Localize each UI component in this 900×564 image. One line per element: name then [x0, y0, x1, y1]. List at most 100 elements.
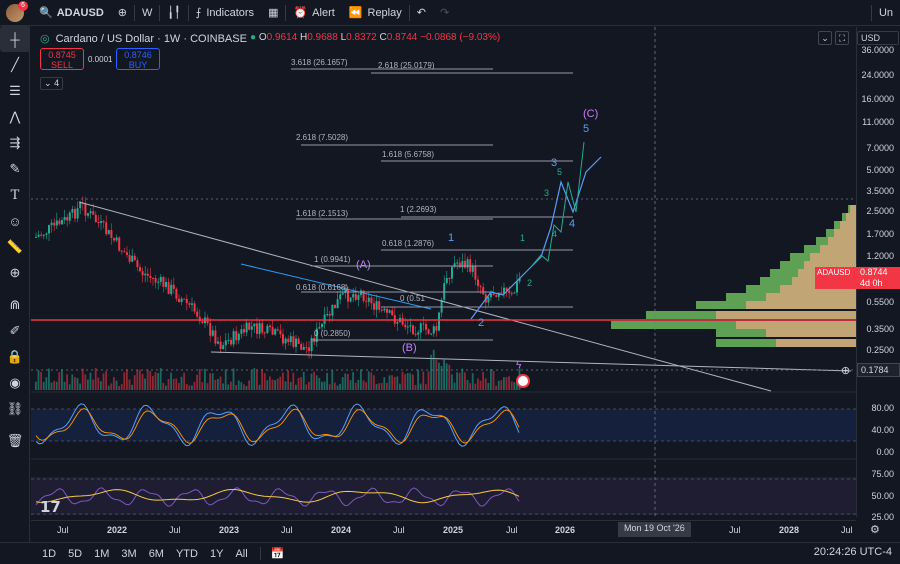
volume-bar: [53, 380, 55, 390]
ruler-tool[interactable]: 📏: [0, 234, 30, 260]
stay-drawing-tool[interactable]: ✐: [0, 318, 30, 344]
volume-bar: [282, 372, 284, 390]
volume-profile-bar: [611, 321, 736, 329]
volume-profile-bar: [804, 245, 856, 253]
clock[interactable]: 20:24:26 UTC-4: [813, 546, 892, 558]
volume-profile-bar: [696, 301, 856, 309]
range-ytd[interactable]: YTD: [175, 547, 198, 560]
brush-icon: ✎: [9, 161, 21, 176]
osc2-tick: 25.00: [871, 512, 894, 522]
text-tool[interactable]: T: [0, 182, 30, 208]
candle-body: [79, 202, 82, 209]
candle-body: [198, 316, 201, 322]
range-1m[interactable]: 1M: [94, 547, 110, 560]
fullscreen-button[interactable]: ⛶: [835, 31, 849, 45]
candle-body: [352, 294, 355, 298]
candle-body: [245, 322, 248, 333]
link-tool[interactable]: ⛓: [0, 396, 30, 422]
search-icon: 🔍: [39, 7, 53, 19]
indicators-collapse-toggle[interactable]: ⌄ 4: [40, 77, 64, 90]
symbol-search[interactable]: 🔍 ADAUSD: [32, 0, 111, 26]
range-5d[interactable]: 5D: [68, 547, 83, 560]
candle-body: [154, 277, 157, 283]
range-all[interactable]: All: [235, 547, 248, 560]
layout-name-button[interactable]: Un: [878, 6, 893, 19]
crosshair-tool[interactable]: ┼: [0, 26, 30, 52]
volume-bar: [120, 384, 123, 390]
volume-bar: [180, 376, 183, 390]
date-range-button[interactable]: 📅: [259, 547, 291, 560]
candle-body: [295, 338, 297, 347]
zoom-tool[interactable]: ⊕: [0, 260, 30, 286]
magnet-tool[interactable]: ⋒: [0, 292, 30, 318]
trendline-tool[interactable]: ╱: [0, 52, 30, 78]
candle-body: [422, 323, 425, 325]
alert-button[interactable]: ⏰ Alert: [286, 0, 341, 26]
time-axis[interactable]: Jul 2022 Jul 2023 Jul 2024 Jul 2025 Jul …: [31, 520, 856, 538]
fib-label: 1 (2.2693): [400, 205, 437, 214]
range-1y[interactable]: 1Y: [209, 547, 224, 560]
time-tick: 2028: [779, 525, 800, 535]
candle-body: [144, 273, 147, 276]
axis-settings-button[interactable]: ⚙: [870, 523, 880, 536]
currency-selector[interactable]: USD: [857, 31, 899, 45]
flag-event-icon[interactable]: [516, 374, 530, 388]
interval-button[interactable]: W: [141, 6, 153, 19]
candle-body: [256, 323, 258, 334]
indicators-button[interactable]: ⨍ Indicators: [189, 0, 261, 26]
patterns-tool[interactable]: ⋀: [0, 104, 30, 130]
lock-tool[interactable]: 🔒: [0, 344, 30, 370]
candle-body: [427, 329, 430, 334]
prediction-tool[interactable]: ⇶: [0, 130, 30, 156]
range-3m[interactable]: 3M: [121, 547, 137, 560]
volume-bar: [310, 373, 313, 390]
volume-bar: [102, 373, 105, 390]
chart-type-button[interactable]: ╽╿: [160, 0, 187, 26]
candle-body: [370, 297, 373, 304]
volume-bar: [479, 380, 482, 390]
sell-button[interactable]: 0.8745 SELL: [40, 48, 84, 70]
add-plus-icon[interactable]: ⊕: [841, 365, 851, 377]
candle-body: [300, 344, 303, 350]
volume-profile-bar: [826, 229, 834, 237]
volume-bar: [510, 381, 513, 390]
layouts-button[interactable]: ▦: [261, 0, 285, 26]
undo-button[interactable]: ↶: [410, 0, 433, 26]
volume-bar: [253, 368, 256, 390]
lightning-icon[interactable]: ϟ: [516, 360, 522, 371]
compare-button[interactable]: ⊕: [111, 0, 134, 26]
brush-tool[interactable]: ✎: [0, 156, 30, 182]
fib-label: 1.618 (5.6758): [382, 150, 435, 159]
candle-body: [302, 347, 305, 350]
replay-button[interactable]: ⏪ Replay: [342, 0, 409, 26]
volume-bar: [305, 384, 308, 390]
tradingview-logo[interactable]: 𝟭𝟳: [40, 499, 61, 516]
volume-bar: [425, 384, 427, 390]
volume-bar: [84, 374, 87, 390]
volume-profile-bar: [816, 237, 828, 245]
candle-body: [412, 325, 414, 335]
remove-tool[interactable]: 🗑: [0, 428, 30, 454]
range-6m[interactable]: 6M: [148, 547, 164, 560]
buy-button[interactable]: 0.8746 BUY: [116, 48, 160, 70]
candle-body: [388, 310, 391, 313]
range-1d[interactable]: 1D: [42, 547, 57, 560]
avatar[interactable]: 6: [6, 0, 28, 22]
candle-body: [183, 298, 186, 300]
lower-trendline: [210, 351, 852, 372]
volume-profile-bar: [646, 311, 856, 319]
undo-icon: ↶: [416, 7, 426, 19]
fib-tool[interactable]: ☰: [0, 78, 30, 104]
crosshair-price-label: 0.1784: [857, 363, 900, 377]
candle-body: [128, 254, 131, 262]
volume-bar: [484, 378, 487, 390]
candle-body: [334, 304, 336, 309]
collapse-button[interactable]: ⌄: [818, 31, 832, 45]
volume-bar: [66, 374, 68, 390]
redo-button[interactable]: ↷: [433, 0, 456, 26]
price-chart[interactable]: [31, 27, 856, 517]
emoji-tool[interactable]: ☺: [0, 208, 30, 234]
candle-body: [261, 323, 264, 333]
hide-tool[interactable]: ◉: [0, 370, 30, 396]
volume-bar: [490, 369, 492, 390]
